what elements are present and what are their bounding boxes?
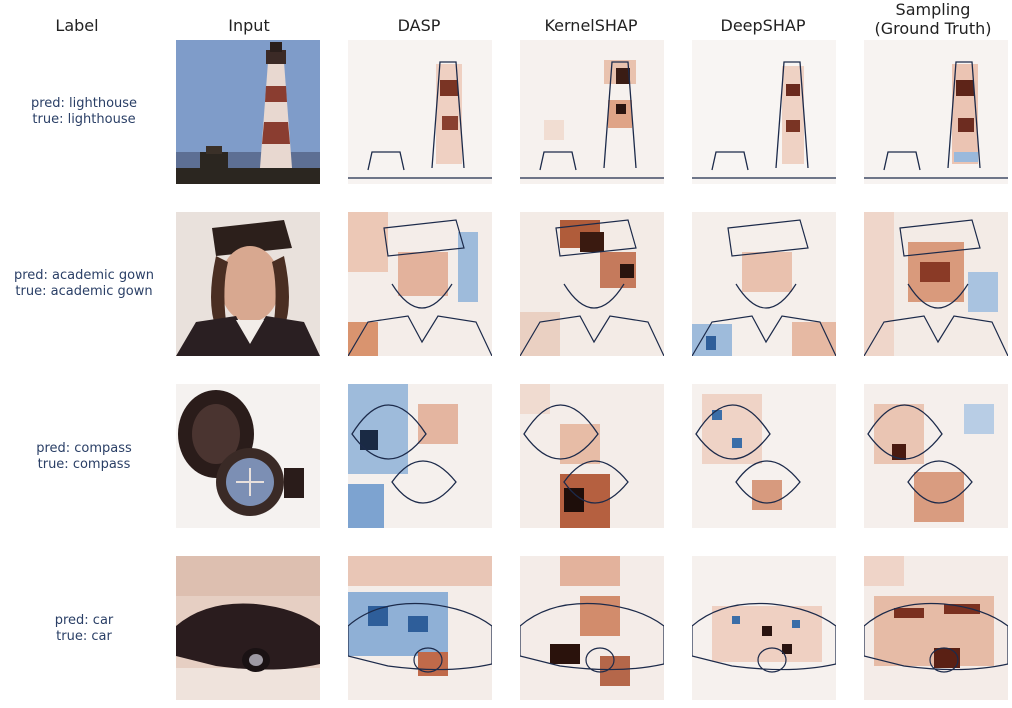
pred-label: pred: lighthouse	[30, 96, 138, 111]
dasp-heatmap-lighthouse	[348, 40, 492, 184]
column-header-label: Label	[55, 16, 99, 35]
column-header-sampling-line2: (Ground Truth)	[874, 19, 992, 38]
true-label: true: academic gown	[15, 284, 153, 299]
deepshap-heatmap-compass	[692, 384, 836, 528]
kernelshap-heatmap-car	[520, 556, 664, 700]
kernelshap-heatmap-lighthouse	[520, 40, 664, 184]
dasp-heatmap-compass	[348, 384, 492, 528]
pred-label: pred: academic gown	[13, 268, 155, 283]
deepshap-heatmap-academic-gown	[692, 212, 836, 356]
sampling-heatmap-car	[864, 556, 1008, 700]
deepshap-heatmap-car	[692, 556, 836, 700]
row-label-lighthouse: pred: lighthouse true: lighthouse	[0, 96, 168, 128]
column-header-deepshap: DeepSHAP	[720, 16, 806, 35]
input-image-compass	[176, 384, 320, 528]
pred-label: pred: compass	[36, 441, 132, 456]
row-label-compass: pred: compass true: compass	[0, 441, 168, 473]
deepshap-heatmap-lighthouse	[692, 40, 836, 184]
sampling-heatmap-lighthouse	[864, 40, 1008, 184]
true-label: true: compass	[37, 457, 131, 472]
dasp-heatmap-car	[348, 556, 492, 700]
column-header-kernelshap: KernelSHAP	[544, 16, 638, 35]
sampling-heatmap-academic-gown	[864, 212, 1008, 356]
kernelshap-heatmap-compass	[520, 384, 664, 528]
dasp-heatmap-academic-gown	[348, 212, 492, 356]
column-header-sampling: Sampling (Ground Truth)	[858, 0, 1008, 38]
column-header-dasp: DASP	[397, 16, 441, 35]
pred-label: pred: car	[54, 613, 114, 628]
row-label-car: pred: car true: car	[0, 613, 168, 645]
kernelshap-heatmap-academic-gown	[520, 212, 664, 356]
true-label: true: car	[56, 629, 112, 644]
input-image-academic-gown	[176, 212, 320, 356]
true-label: true: lighthouse	[32, 112, 136, 127]
column-header-sampling-line1: Sampling	[895, 0, 971, 19]
input-image-car	[176, 556, 320, 700]
row-label-academic-gown: pred: academic gown true: academic gown	[0, 268, 168, 300]
sampling-heatmap-compass	[864, 384, 1008, 528]
input-image-lighthouse	[176, 40, 320, 184]
column-header-input: Input	[228, 16, 270, 35]
